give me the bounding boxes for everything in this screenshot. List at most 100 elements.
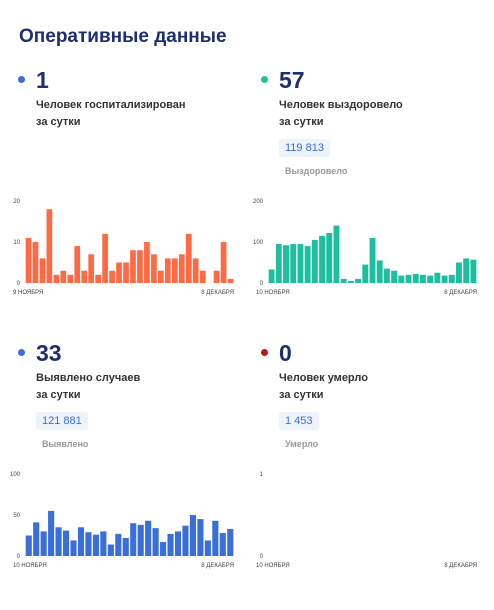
page-title: Оперативные данные [19,26,227,47]
bar [362,264,369,283]
stat-description: Человек умерло за сутки [279,370,479,404]
bar [347,280,354,283]
bar [178,254,185,283]
bar [199,270,206,283]
chart-detected: 0 50 100 10 НОЯБРЯ 8 ДЕКАБРЯ [10,472,234,569]
bar [55,527,62,556]
bar [427,275,434,283]
stat-description: Человек госпитализирован за сутки [36,97,236,131]
bar [383,268,390,283]
bar [185,233,192,283]
bar [109,270,115,283]
bar [434,272,441,283]
bar [456,262,462,283]
stat-value: 57 [279,67,305,93]
bar [311,239,318,283]
bar [219,533,226,556]
bar [297,244,304,283]
bar [100,531,107,556]
bar [470,259,477,283]
bar [448,274,455,283]
bar [355,278,362,283]
bar [197,519,204,556]
x-end-label: 8 ДЕКАБРЯ [201,290,234,296]
bar [144,242,150,283]
y-tick-label: 100 [10,472,21,478]
bar [391,270,398,283]
bar [74,246,81,283]
total-label: Выявлено [42,439,89,449]
bar [268,269,275,283]
bullet-dot [18,76,25,83]
bar [123,262,129,283]
bar [157,270,164,283]
bar [213,270,220,283]
total-badge: 1 453 [279,412,319,430]
bar [412,273,419,283]
desc-line: за сутки [279,116,324,128]
x-start-label: 10 НОЯБРЯ [256,563,290,569]
desc-line: Человек выздоровело [279,99,403,111]
bar [160,542,167,556]
bar [463,258,470,283]
y-tick-label: 0 [17,281,21,287]
bar [405,274,412,283]
bar [130,523,137,556]
bullet-dot [18,349,25,356]
bar [122,537,129,556]
stat-value: 33 [36,340,62,366]
bar [40,531,47,556]
bar [46,209,53,283]
x-end-label: 8 ДЕКАБРЯ [201,563,234,569]
bar [192,258,199,283]
bar [275,244,282,283]
y-tick-label: 200 [253,199,264,205]
bar [290,244,297,283]
bar [151,254,157,283]
bar [283,245,289,283]
bar [152,528,159,556]
total-badge: 119 813 [279,139,330,157]
bar [333,225,340,283]
x-start-label: 10 НОЯБРЯ [256,290,290,296]
y-tick-label: 10 [13,240,20,246]
chart-deaths: 0 1 10 НОЯБРЯ 8 ДЕКАБРЯ [256,472,477,569]
bar [25,237,32,283]
y-tick-label: 0 [17,554,21,560]
bar [419,274,426,283]
bar [33,522,40,556]
bar [39,258,46,283]
bar [227,528,234,556]
bar [77,527,85,556]
stat-value: 0 [279,340,292,366]
panel-recovered: 57 Человек выздоровело за сутки 119 813 … [243,67,483,337]
desc-line: за сутки [279,389,324,401]
bar [369,237,376,283]
stat-value: 1 [36,67,49,93]
bar [70,540,77,556]
panel-detected: 33 Выявлено случаев за сутки 121 881 Выя… [0,340,240,610]
bar [376,260,383,283]
desc-line: за сутки [36,116,81,128]
desc-line: за сутки [36,389,81,401]
total-label: Умерло [285,439,319,449]
bar [107,544,114,556]
bar [171,258,178,283]
bar [88,254,95,283]
x-end-label: 8 ДЕКАБРЯ [444,563,477,569]
y-tick-label: 1 [260,472,264,478]
bullet-dot [261,349,268,356]
bar [32,242,39,283]
bar [182,525,189,556]
bar [145,520,152,556]
bar [340,278,347,283]
bar [95,274,101,283]
bar [60,270,67,283]
panel-hospitalized: 1 Человек госпитализирован за сутки 0 10 2… [0,67,240,337]
desc-line: Выявлено случаев [36,372,141,384]
bar [67,274,74,283]
bar [227,278,234,283]
bar [116,262,122,283]
bar [81,270,88,283]
